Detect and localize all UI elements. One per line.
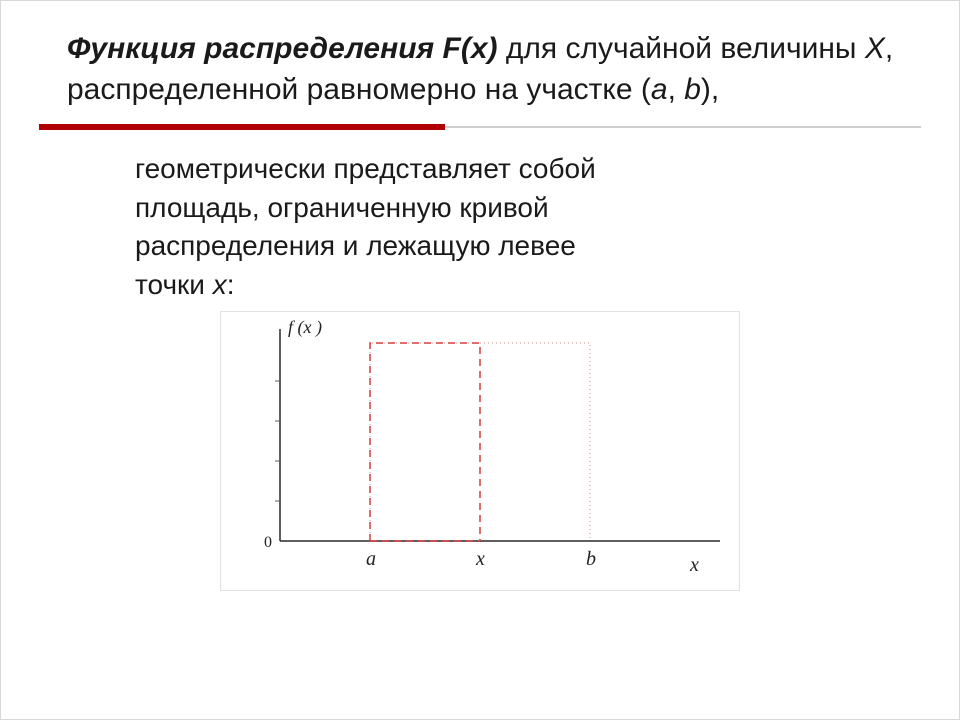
chart-container: f (x ) 0 a x b x xyxy=(1,311,959,591)
title-x-arg: x xyxy=(471,32,488,65)
title-close: ) xyxy=(488,32,498,65)
divider-rule xyxy=(39,124,921,130)
svg-text:x: x xyxy=(689,554,699,576)
title-b: b xyxy=(684,73,701,106)
svg-text:x: x xyxy=(475,548,485,570)
slide: Функция распределения F(x) для случайной… xyxy=(0,0,960,720)
title-F: F xyxy=(443,32,461,65)
title-bold-prefix: Функция распределения xyxy=(67,32,443,65)
rule-gray xyxy=(445,126,921,128)
distribution-chart: f (x ) 0 a x b x xyxy=(220,311,740,591)
svg-text:b: b xyxy=(586,548,596,570)
svg-text:f (x ): f (x ) xyxy=(288,317,322,338)
body-line-3: распределения и лежащую левее xyxy=(135,227,869,266)
title-tail2: ), xyxy=(701,73,719,106)
slide-title: Функция распределения F(x) для случайной… xyxy=(1,29,959,110)
body-text: геометрически представляет собой площадь… xyxy=(1,130,959,305)
rule-red xyxy=(39,124,445,130)
title-open: ( xyxy=(461,32,471,65)
body-line-2: площадь, ограниченную кривой xyxy=(135,189,869,228)
svg-text:0: 0 xyxy=(264,534,272,551)
title-sep: , xyxy=(668,73,685,106)
svg-text:a: a xyxy=(366,548,376,570)
title-rest: для случайной величины xyxy=(498,32,865,65)
body-line-1: геометрически представляет собой xyxy=(135,150,869,189)
body-line-4: точки x: xyxy=(135,266,869,305)
title-a: a xyxy=(651,73,668,106)
title-X: X xyxy=(865,32,885,65)
